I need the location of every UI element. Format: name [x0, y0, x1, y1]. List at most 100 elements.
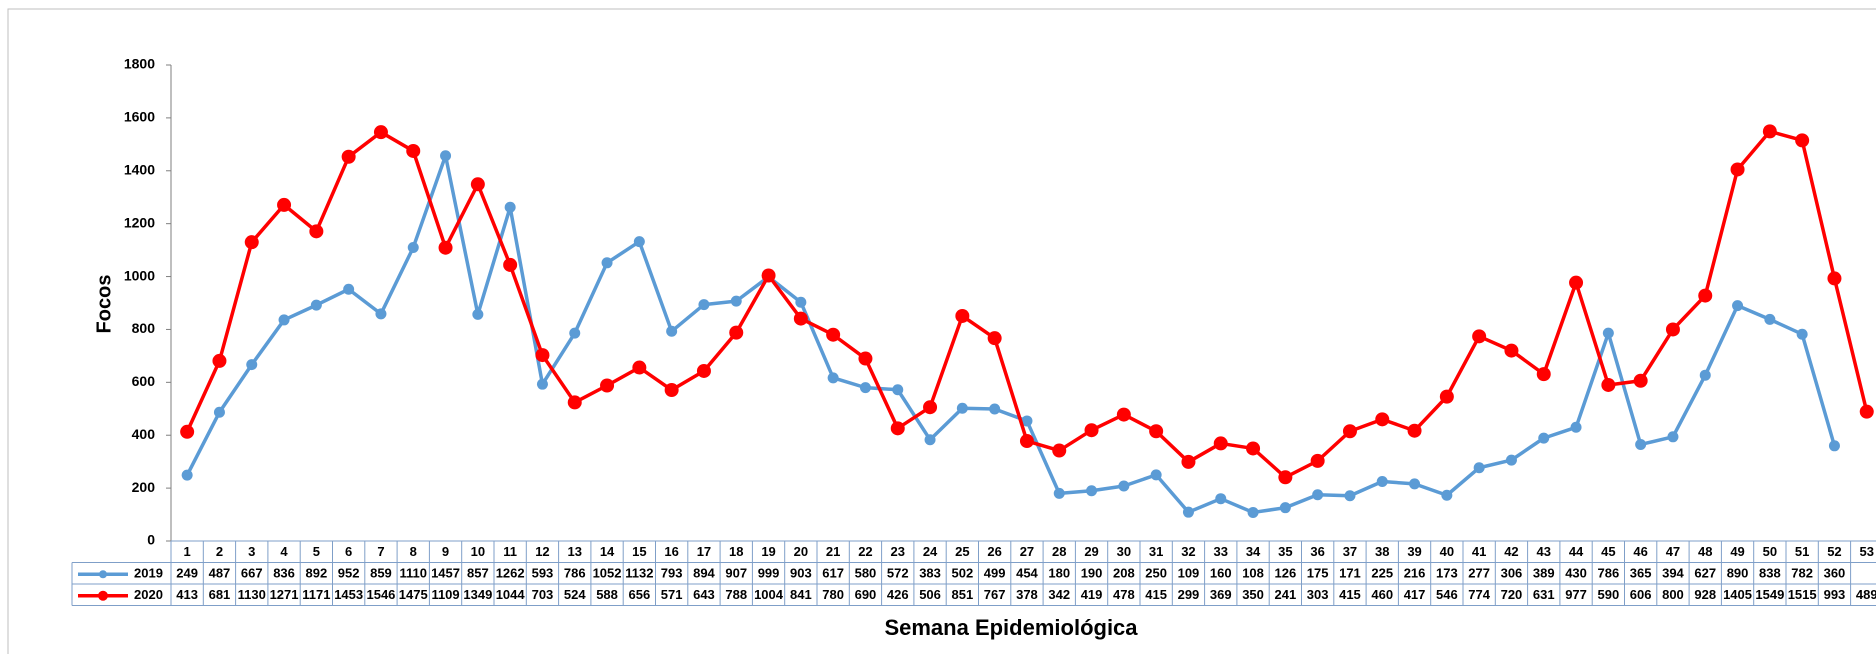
data-point — [1441, 489, 1453, 501]
data-point — [212, 353, 227, 368]
data-point — [924, 434, 936, 446]
table-value: 656 — [628, 587, 650, 602]
data-point — [1021, 415, 1033, 427]
data-point — [1150, 469, 1162, 481]
x-tick-label: 38 — [1375, 544, 1389, 559]
x-tick-label: 30 — [1117, 544, 1131, 559]
data-point — [1667, 431, 1679, 443]
table-value: 487 — [209, 566, 231, 581]
x-tick-label: 53 — [1860, 544, 1874, 559]
data-point — [633, 236, 645, 248]
data-point — [1246, 441, 1261, 456]
data-point — [1116, 407, 1131, 422]
table-value: 928 — [1694, 587, 1716, 602]
table-value: 1262 — [496, 566, 525, 581]
x-tick-label: 39 — [1407, 544, 1421, 559]
x-tick-label: 32 — [1181, 544, 1195, 559]
data-point — [1247, 506, 1259, 518]
x-tick-label: 16 — [664, 544, 678, 559]
data-point — [1859, 404, 1874, 419]
x-tick-label: 47 — [1666, 544, 1680, 559]
table-value: 782 — [1791, 566, 1813, 581]
data-point — [1665, 322, 1680, 337]
table-value: 1349 — [463, 587, 492, 602]
data-point — [1698, 288, 1713, 303]
table-value: 907 — [725, 566, 747, 581]
data-point — [1569, 275, 1584, 290]
data-point — [1795, 133, 1810, 148]
table-value: 306 — [1501, 566, 1523, 581]
x-tick-label: 42 — [1504, 544, 1518, 559]
table-value: 454 — [1016, 566, 1038, 581]
data-point — [1149, 424, 1164, 439]
table-value: 499 — [984, 566, 1006, 581]
data-point — [180, 424, 195, 439]
table-value: 606 — [1630, 587, 1652, 602]
legend-label: 2020 — [134, 587, 163, 602]
x-tick-label: 29 — [1084, 544, 1098, 559]
data-point — [373, 125, 388, 140]
data-point — [1086, 485, 1098, 497]
x-tick-label: 19 — [761, 544, 775, 559]
x-tick-label: 46 — [1633, 544, 1647, 559]
data-point — [407, 241, 419, 253]
table-value: 208 — [1113, 566, 1135, 581]
table-value: 1271 — [270, 587, 299, 602]
table-value: 793 — [661, 566, 683, 581]
chart-frame — [7, 8, 1876, 654]
x-tick-label: 49 — [1730, 544, 1744, 559]
x-tick-label: 27 — [1020, 544, 1034, 559]
legend-marker — [99, 570, 107, 579]
data-point — [1052, 443, 1067, 458]
y-axis-title: Focos — [93, 275, 115, 334]
table-value: 419 — [1081, 587, 1103, 602]
x-tick-label: 24 — [923, 544, 938, 559]
table-value: 426 — [887, 587, 909, 602]
table-value: 502 — [951, 566, 973, 581]
table-value: 365 — [1630, 566, 1652, 581]
table-value: 903 — [790, 566, 812, 581]
data-point — [470, 177, 485, 192]
table-value: 180 — [1048, 566, 1070, 581]
table-value: 378 — [1016, 587, 1038, 602]
table-value: 993 — [1824, 587, 1846, 602]
data-point — [1375, 412, 1390, 427]
data-point — [1376, 476, 1388, 487]
data-point — [1213, 436, 1228, 451]
x-tick-label: 12 — [535, 544, 549, 559]
data-point — [569, 327, 581, 339]
x-tick-label: 26 — [987, 544, 1001, 559]
table-value: 1453 — [334, 587, 363, 602]
x-tick-label: 37 — [1343, 544, 1357, 559]
data-point — [600, 378, 615, 393]
data-point — [1505, 454, 1517, 466]
x-tick-label: 6 — [345, 544, 352, 559]
x-tick-label: 35 — [1278, 544, 1292, 559]
data-point — [1796, 328, 1808, 340]
x-tick-label: 28 — [1052, 544, 1066, 559]
data-point — [696, 363, 711, 378]
data-point — [310, 299, 322, 311]
data-point — [1310, 453, 1325, 468]
data-point — [923, 400, 938, 415]
data-point — [1828, 440, 1840, 452]
table-value: 703 — [532, 587, 554, 602]
table-value: 631 — [1533, 587, 1555, 602]
table-value: 643 — [693, 587, 715, 602]
data-point — [793, 311, 808, 326]
table-value: 681 — [209, 587, 231, 602]
x-tick-label: 33 — [1214, 544, 1228, 559]
data-point — [1084, 423, 1099, 438]
table-value: 786 — [1597, 566, 1619, 581]
table-value: 894 — [693, 566, 715, 581]
table-value: 109 — [1178, 566, 1200, 581]
x-tick-label: 3 — [248, 544, 255, 559]
x-tick-label: 15 — [632, 544, 646, 559]
table-value: 108 — [1242, 566, 1264, 581]
y-tick-label: 200 — [132, 479, 156, 495]
x-tick-label: 8 — [410, 544, 417, 559]
x-tick-label: 44 — [1569, 544, 1584, 559]
table-value: 225 — [1371, 566, 1393, 581]
x-tick-label: 31 — [1149, 544, 1163, 559]
data-point — [989, 403, 1001, 415]
